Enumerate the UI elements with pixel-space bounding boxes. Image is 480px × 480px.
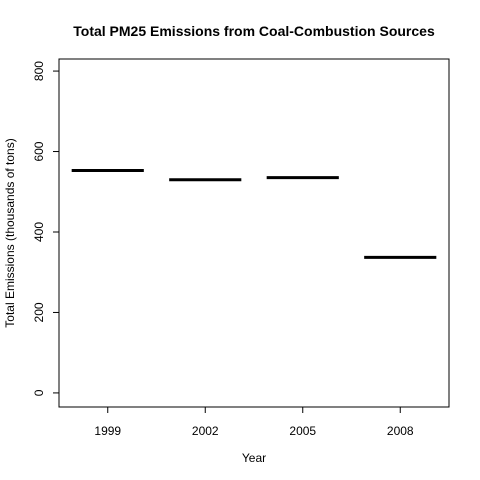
x-axis: 1999 2002 2005 2008: [94, 407, 414, 438]
y-axis: 0 200 400 600 800: [32, 61, 59, 396]
y-tick-label: 200: [32, 302, 46, 322]
chart-title: Total PM25 Emissions from Coal-Combustio…: [73, 23, 435, 39]
x-tick-label: 1999: [94, 424, 121, 438]
y-axis-label: Total Emissions (thousands of tons): [3, 138, 17, 327]
x-tick-label: 2005: [289, 424, 316, 438]
x-tick-label: 2008: [387, 424, 414, 438]
x-tick-label: 2002: [192, 424, 219, 438]
y-tick-label: 0: [32, 389, 46, 396]
bar-marks: [71, 168, 437, 259]
y-tick-label: 800: [32, 61, 46, 81]
y-tick-label: 400: [32, 222, 46, 242]
x-axis-label: Year: [242, 451, 266, 465]
plot-frame: [58, 58, 450, 408]
y-tick-label: 600: [32, 141, 46, 161]
